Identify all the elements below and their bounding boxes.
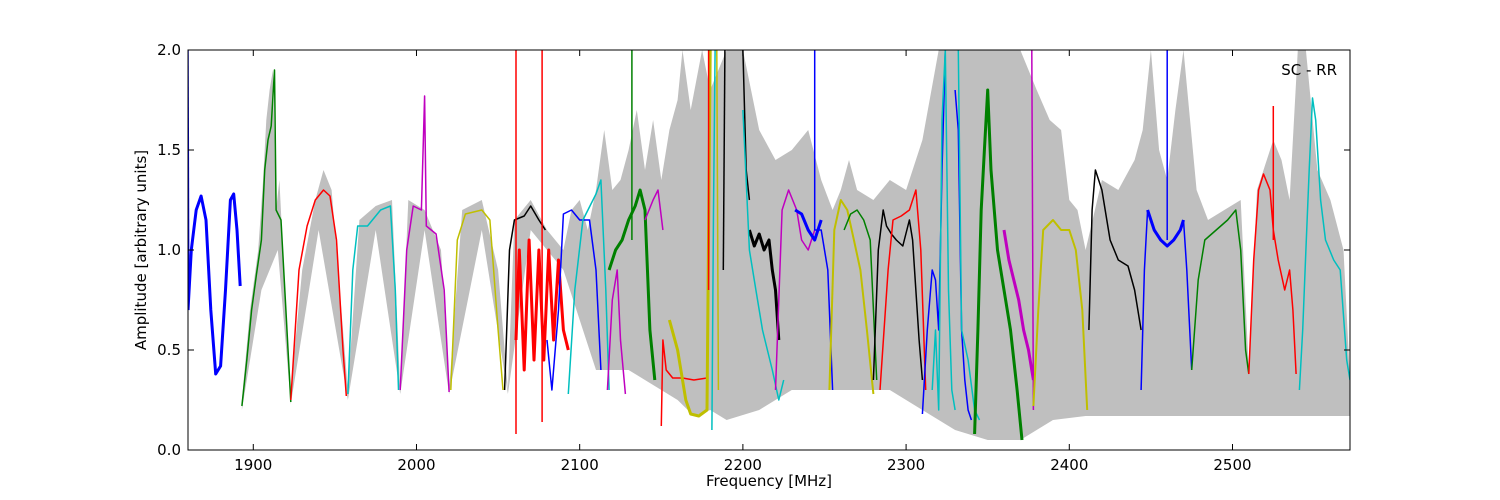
series-line-3 <box>290 189 348 401</box>
series-line-24 <box>747 229 781 341</box>
series-line-34 <box>931 50 956 411</box>
series-line-42 <box>1140 209 1149 391</box>
envelope-band <box>241 50 1350 440</box>
x-tick-label: 2200 <box>724 456 762 474</box>
series-line-7 <box>503 205 547 391</box>
series-line-13 <box>606 269 627 395</box>
series-line-28 <box>813 50 834 391</box>
series-line-46 <box>1190 209 1250 375</box>
y-axis: 0.0 0.5 1.0 1.5 2.0 <box>157 41 1350 459</box>
series-line-20 <box>711 50 716 431</box>
series-line-31 <box>872 209 924 381</box>
series-line-38 <box>1002 229 1035 381</box>
series-line-27 <box>794 208 823 242</box>
series-line-6 <box>450 209 504 391</box>
series-line-32 <box>879 189 927 391</box>
x-tick-label: 2400 <box>1050 456 1088 474</box>
y-tick-label: 2.0 <box>157 41 181 59</box>
y-axis-label: Amplitude [arbitrary units] <box>132 150 150 350</box>
series-line-14 <box>607 188 657 381</box>
series-line-22 <box>722 50 726 271</box>
x-axis: 1900 2000 2100 2200 2300 2400 2500 <box>234 50 1252 474</box>
series-line-39 <box>1031 50 1035 411</box>
series-line-18 <box>667 50 712 418</box>
x-tick-label: 2100 <box>561 456 599 474</box>
series-line-35 <box>954 89 973 421</box>
series-line-49 <box>1298 97 1350 391</box>
annotation-label: SC - RR <box>1281 61 1337 79</box>
series-line-29 <box>828 199 875 395</box>
y-tick-label: 0.5 <box>157 341 181 359</box>
series-line-37 <box>973 88 1024 441</box>
series-line-2 <box>241 69 292 407</box>
x-tick-label: 1900 <box>234 456 272 474</box>
series-line-25 <box>742 109 785 401</box>
y-tick-label: 0.0 <box>157 441 181 459</box>
series-line-40 <box>1032 219 1089 411</box>
x-tick-label: 2000 <box>397 456 435 474</box>
x-tick-label: 2300 <box>887 456 925 474</box>
series-line-16 <box>644 189 664 231</box>
series-line-45 <box>1182 219 1193 371</box>
y-tick-label: 1.5 <box>157 141 181 159</box>
series-line-5 <box>399 95 450 393</box>
x-tick-label: 2500 <box>1213 456 1251 474</box>
y-tick-label: 1.0 <box>157 241 181 259</box>
series-line-17 <box>660 339 708 427</box>
series-line-43 <box>1146 209 1185 248</box>
series-line-21 <box>716 50 720 391</box>
series-line-4 <box>347 205 400 395</box>
series-line-0 <box>188 192 242 376</box>
series-line-11 <box>546 209 602 391</box>
x-axis-label: Frequency [MHz] <box>706 472 832 490</box>
series-line-41 <box>1088 169 1142 331</box>
series-line-12 <box>567 179 610 395</box>
series-line-30 <box>843 209 878 381</box>
